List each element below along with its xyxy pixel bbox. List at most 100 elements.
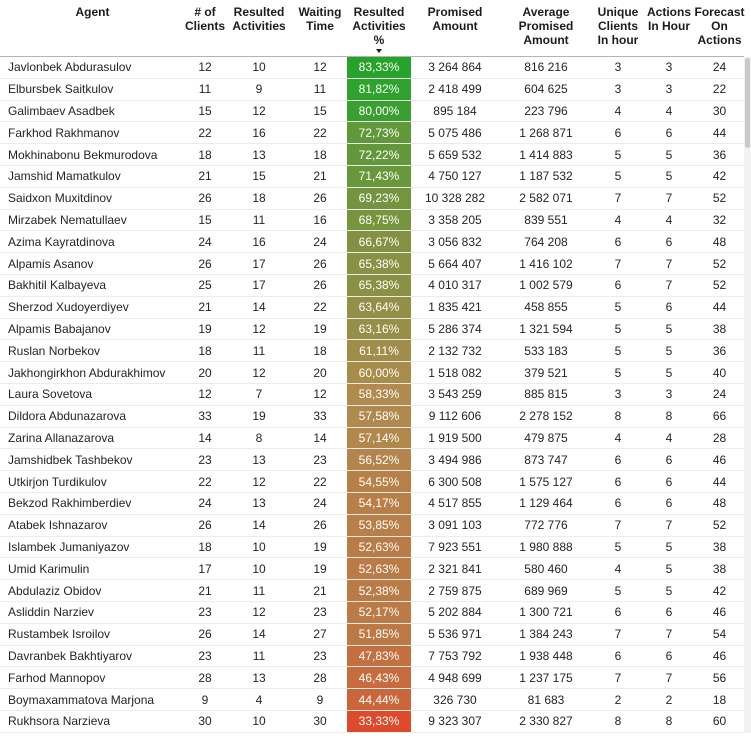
cell-actions_in_hour: 6 [665,474,673,489]
scrollbar-thumb[interactable] [745,58,750,148]
table-row[interactable]: Laura Sovetova 12 7 12 58,33% 3 543 259 885 81… [0,383,744,406]
cell-num_clients: 18 [198,343,212,358]
cell-unique_clients_in_hour: 5 [614,169,622,184]
cell-num_clients: 23 [198,648,212,663]
cell-avg_promised_amount: 580 460 [524,561,568,576]
cell-forecast_on_actions: 40 [712,365,727,380]
cell-forecast_on_actions: 38 [712,539,727,554]
table-row[interactable]: Davranbek Bakhtiyarov 23 11 23 47,83% 7 753 7… [0,645,744,668]
cell-actions_in_hour: 3 [665,82,673,97]
cell-agent: Rustambek Isroilov [8,627,111,642]
table-row[interactable]: Boymaxammatova Marjona 9 4 9 44,44% 326 730 81… [0,689,744,711]
cell-forecast_on_actions: 54 [712,627,727,642]
table-row[interactable]: Azima Kayratdinova 24 16 24 66,67% 3 056 832 7… [0,231,744,254]
column-header-num_clients[interactable]: # of Clients [185,0,225,56]
cell-resulted_pct: 60,00% [347,362,411,383]
column-header-waiting_time[interactable]: Waiting Time [293,0,347,56]
cell-resulted_pct: 53,85% [347,514,411,536]
table-row[interactable]: Alpamis Asanov 26 17 26 65,38% 5 664 407 1 416… [0,253,744,275]
cell-avg_promised_amount: 1 321 594 [519,321,573,336]
cell-promised_amount: 10 328 282 [424,191,486,206]
cell-forecast_on_actions: 48 [712,496,727,511]
cell-waiting_time: 30 [313,714,327,729]
cell-actions_in_hour: 5 [665,583,673,598]
table-row[interactable]: Rukhsora Narzieva 30 10 30 33,33% 9 323 307 2 … [0,710,744,733]
column-header-label: Average [522,5,570,19]
cell-avg_promised_amount: 1 268 871 [519,125,573,140]
table-row[interactable]: Utkirjon Turdikulov 22 12 22 54,55% 6 300 508… [0,471,744,493]
cell-avg_promised_amount: 223 796 [524,103,568,118]
table-row[interactable]: Elbursbek Saitkulov 11 9 11 81,82% 2 418 499 6… [0,78,744,101]
cell-waiting_time: 22 [313,474,327,489]
table-row[interactable]: Rustambek Isroilov 26 14 27 51,85% 5 536 971 1… [0,623,744,646]
cell-waiting_time: 23 [313,648,327,663]
table-row[interactable]: Sherzod Xudoyerdiyev 21 14 22 63,64% 1 835 42… [0,296,744,319]
column-header-forecast_on_actions[interactable]: Forecast On Actions [694,0,744,56]
cell-actions_in_hour: 4 [665,212,673,227]
cell-avg_promised_amount: 1 129 464 [519,496,573,511]
cell-resulted_pct: 65,38% [347,253,411,274]
column-header-label: # of [194,5,216,19]
column-header-promised_amount[interactable]: Promised Amount [411,0,499,56]
cell-promised_amount: 4 948 699 [428,670,482,685]
column-header-unique_clients_in_hour[interactable]: Unique Clients In hour [593,0,643,56]
column-header-resulted_activities[interactable]: Resulted Activities [225,0,293,56]
table-row[interactable]: Bakhitil Kalbayeva 25 17 26 65,38% 4 010 317 1… [0,274,744,297]
table-row[interactable]: Saidxon Muxitdinov 26 18 26 69,23% 10 328 282… [0,187,744,210]
table-row[interactable]: Dildora Abdunazarova 33 19 33 57,58% 9 112 60… [0,405,744,428]
table-row[interactable]: Alpamis Babajanov 19 12 19 63,16% 5 286 374 1 … [0,318,744,341]
column-header-label: Agent [75,5,110,19]
column-header-resulted_pct[interactable]: Resulted Activities% [347,0,411,56]
cell-avg_promised_amount: 873 747 [524,452,568,467]
column-header-avg_promised_amount[interactable]: Average Promised Amount [499,0,593,56]
column-header-actions_in_hour[interactable]: Actions In Hour [643,0,695,56]
cell-promised_amount: 4 010 317 [428,278,482,293]
cell-resulted_pct: 71,43% [347,165,411,187]
cell-unique_clients_in_hour: 6 [614,452,622,467]
table-row[interactable]: Galimbaev Asadbek 15 12 15 80,00% 895 184 223 … [0,100,744,123]
cell-resulted_activities: 13 [252,147,266,162]
table-row[interactable]: Umid Karimulin 17 10 19 52,63% 2 321 841 580 4… [0,558,744,581]
cell-waiting_time: 21 [313,583,327,598]
cell-resulted_activities: 15 [252,169,266,184]
cell-resulted_pct: 72,22% [347,144,411,165]
cell-avg_promised_amount: 2 278 152 [519,409,573,424]
cell-agent: Zarina Allanazarova [8,430,115,445]
cell-unique_clients_in_hour: 6 [614,496,622,511]
cell-agent: Jakhongirkhon Abdurakhimov [8,365,166,380]
table-row[interactable]: Ruslan Norbekov 18 11 18 61,11% 2 132 732 533 … [0,340,744,363]
cell-unique_clients_in_hour: 3 [614,82,622,97]
cell-agent: Mokhinabonu Bekmurodova [8,147,158,162]
vertical-scrollbar[interactable] [744,57,751,733]
cell-resulted_pct: 68,75% [347,209,411,231]
table-row[interactable]: Farhod Mannopov 28 13 28 46,43% 4 948 699 1 23… [0,667,744,690]
cell-num_clients: 26 [198,518,212,533]
cell-forecast_on_actions: 42 [712,583,727,598]
cell-resulted_pct: 63,64% [347,296,411,318]
table-row[interactable]: Farkhod Rakhmanov 22 16 22 72,73% 5 075 486 1 … [0,122,744,145]
table-row[interactable]: Mokhinabonu Bekmurodova 18 13 18 72,22% 5 659… [0,144,744,166]
cell-num_clients: 22 [198,125,212,140]
cell-promised_amount: 6 300 508 [428,474,482,489]
cell-unique_clients_in_hour: 5 [614,321,622,336]
table-row[interactable]: Abdulaziz Obidov 21 11 21 52,38% 2 759 875 689… [0,580,744,602]
cell-forecast_on_actions: 48 [712,234,727,249]
table-row[interactable]: Jamshid Mamatkulov 21 15 21 71,43% 4 750 127 1… [0,165,744,188]
table-row[interactable]: Mirzabek Nematullaev 15 11 16 68,75% 3 358 20… [0,209,744,232]
table-row[interactable]: Islambek Jumaniyazov 18 10 19 52,63% 7 923 55… [0,536,744,559]
table-row[interactable]: Jamshidbek Tashbekov 23 13 23 56,52% 3 494 98… [0,449,744,472]
table-row[interactable]: Atabek Ishnazarov 26 14 26 53,85% 3 091 103 77… [0,514,744,537]
table-row[interactable]: Bekzod Rakhimberdiev 24 13 24 54,17% 4 517 85… [0,492,744,515]
cell-num_clients: 21 [198,169,212,184]
table-row[interactable]: Zarina Allanazarova 14 8 14 57,14% 1 919 500 4… [0,427,744,450]
cell-actions_in_hour: 5 [665,539,673,554]
column-header-agent[interactable]: Agent [0,0,185,56]
table-row[interactable]: Javlonbek Abdurasulov 12 10 12 83,33% 3 264 8… [0,57,744,79]
cell-unique_clients_in_hour: 7 [614,670,622,685]
table-row[interactable]: Asliddin Narziev 23 12 23 52,17% 5 202 884 1 3… [0,601,744,624]
cell-resulted_activities: 12 [252,605,266,620]
table-row[interactable]: Jakhongirkhon Abdurakhimov 20 12 20 60,00% 1 … [0,362,744,384]
cell-num_clients: 28 [198,670,212,685]
cell-waiting_time: 21 [313,169,327,184]
